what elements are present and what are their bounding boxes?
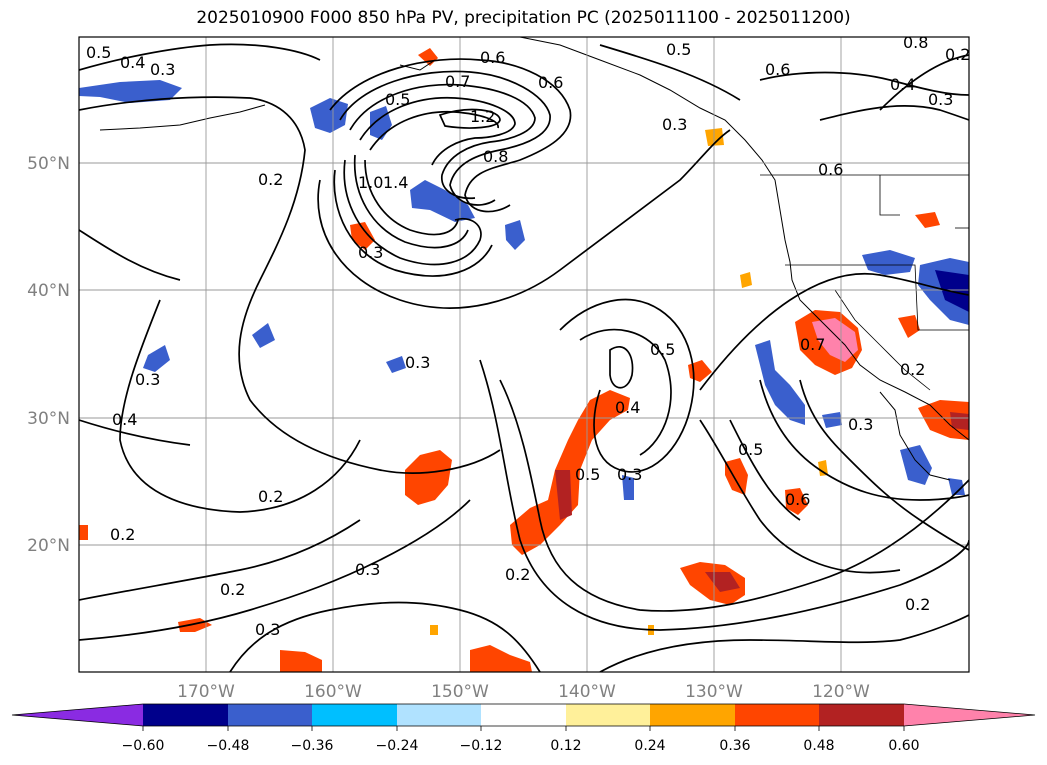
contour-label: 0.8 xyxy=(483,147,508,166)
colorbar-tick-label: 0.36 xyxy=(719,738,750,754)
map-title: 2025010900 F000 850 hPa PV, precipitatio… xyxy=(196,8,851,28)
lon-label-150w: 150°W xyxy=(431,682,489,702)
contour-label: 0.3 xyxy=(355,560,380,579)
contour-label: 1.0 xyxy=(358,173,383,192)
contour-label: 0.2 xyxy=(905,595,930,614)
lat-label-50n: 50°N xyxy=(27,154,70,174)
colorbar-tick-label: 0.48 xyxy=(803,738,834,754)
lon-label-140w: 140°W xyxy=(558,682,616,702)
lat-label-30n: 30°N xyxy=(27,409,70,429)
contour-label: 0.5 xyxy=(650,340,675,359)
contour-label: 0.3 xyxy=(848,415,873,434)
contour-label: 0.2 xyxy=(258,170,283,189)
contour-label: 0.4 xyxy=(615,398,640,417)
colorbar-bin xyxy=(819,704,904,726)
political-borders xyxy=(760,174,969,391)
contour-label: 0.6 xyxy=(818,160,843,179)
contour-label: 0.3 xyxy=(617,465,642,484)
contour-label: 0.5 xyxy=(575,465,600,484)
contour-label: 0.3 xyxy=(928,90,953,109)
colorbar-bin xyxy=(228,704,312,726)
contour-label: 0.6 xyxy=(785,490,810,509)
colorbar-bin xyxy=(143,704,228,726)
contour-label: 0.6 xyxy=(480,48,505,67)
colorbar-tick-label: −0.12 xyxy=(460,738,503,754)
contour-label: 0.4 xyxy=(890,75,915,94)
colorbar-extend-low xyxy=(12,704,143,726)
precip-shading xyxy=(79,48,969,672)
contour-label: 0.6 xyxy=(538,73,563,92)
contour-label: 0.3 xyxy=(135,370,160,389)
contour-label: 0.8 xyxy=(903,33,928,52)
contour-label: 0.5 xyxy=(666,40,691,59)
plot-area: 0.5 0.4 0.3 0.2 0.6 0.7 1.2 0.5 0.6 0.3 … xyxy=(79,33,970,672)
contour-label: 0.2 xyxy=(900,360,925,379)
contour-label: 0.4 xyxy=(112,410,137,429)
contour-label: 0.7 xyxy=(445,72,470,91)
contour-label: 0.2 xyxy=(258,487,283,506)
lat-label-40n: 40°N xyxy=(27,281,70,301)
contour-label: 0.2 xyxy=(945,45,970,64)
longitude-labels: 170°W 160°W 150°W 140°W 130°W 120°W xyxy=(177,682,870,702)
coastlines xyxy=(99,37,969,481)
latitude-labels: 50°N 40°N 30°N 20°N xyxy=(27,154,70,556)
lon-label-130w: 130°W xyxy=(685,682,743,702)
colorbar-extend-high xyxy=(904,704,1035,726)
contour-label: 0.3 xyxy=(358,243,383,262)
contour-label: 0.5 xyxy=(385,90,410,109)
colorbar-tick-label: −0.60 xyxy=(122,738,165,754)
lon-label-170w: 170°W xyxy=(177,682,235,702)
contour-label: 1.2 xyxy=(470,107,495,126)
contour-label: 0.5 xyxy=(86,43,111,62)
colorbar-tick-label: 0.60 xyxy=(888,738,919,754)
contour-label: 0.7 xyxy=(800,335,825,354)
contour-label: 1.4 xyxy=(383,173,408,192)
contour-label: 0.3 xyxy=(255,620,280,639)
colorbar-tick-label: −0.24 xyxy=(376,738,419,754)
colorbar-bin xyxy=(566,704,650,726)
colorbar-bin xyxy=(481,704,566,726)
contour-label: 0.2 xyxy=(505,565,530,584)
contour-label: 0.3 xyxy=(150,60,175,79)
pv-contours xyxy=(79,43,969,672)
contour-label: 0.5 xyxy=(738,440,763,459)
contour-label: 0.2 xyxy=(110,525,135,544)
colorbar-tick-label: 0.24 xyxy=(634,738,665,754)
lon-label-160w: 160°W xyxy=(304,682,362,702)
colorbar-tick-label: −0.36 xyxy=(291,738,334,754)
colorbar-bin xyxy=(650,704,735,726)
plot-frame xyxy=(78,36,970,673)
contour-label: 0.6 xyxy=(765,60,790,79)
colorbar-bin xyxy=(397,704,481,726)
contour-label: 0.4 xyxy=(120,53,145,72)
contour-label: 0.3 xyxy=(405,353,430,372)
contour-label: 0.3 xyxy=(662,115,687,134)
colorbar-bin xyxy=(312,704,397,726)
lon-label-120w: 120°W xyxy=(812,682,870,702)
colorbar-bin xyxy=(735,704,819,726)
contour-label: 0.2 xyxy=(220,580,245,599)
lat-label-20n: 20°N xyxy=(27,536,70,556)
colorbar-tick-label: 0.12 xyxy=(550,738,581,754)
contour-labels: 0.5 0.4 0.3 0.2 0.6 0.7 1.2 0.5 0.6 0.3 … xyxy=(86,33,970,639)
colorbar: −0.60 −0.48 −0.36 −0.24 −0.12 0.12 0.24 … xyxy=(11,703,1036,754)
colorbar-tick-label: −0.48 xyxy=(207,738,250,754)
